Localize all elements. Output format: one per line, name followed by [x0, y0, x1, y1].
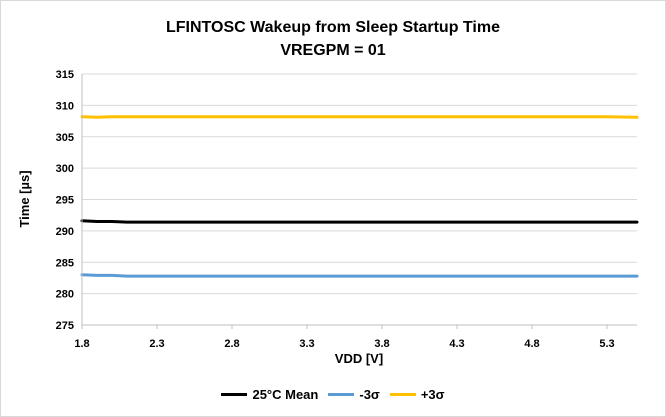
y-tick-label: 315	[56, 69, 74, 81]
x-tick-label: 4.3	[449, 338, 464, 350]
y-tick-label: 275	[56, 320, 74, 332]
legend-item-mean: 25°C Mean	[221, 387, 318, 402]
legend-swatch-minus3sigma	[328, 393, 355, 396]
series-line-0	[80, 219, 639, 224]
legend-item-minus3sigma: -3σ	[328, 387, 380, 402]
y-tick-label: 290	[56, 226, 74, 238]
x-tick-label: 1.8	[74, 338, 89, 350]
y-tick-label: 310	[56, 100, 74, 112]
y-axis-label: Time [µs]	[17, 170, 32, 227]
chart-title: LFINTOSC Wakeup from Sleep Startup Time	[166, 19, 500, 36]
y-tick-label: 280	[56, 289, 74, 301]
series-line-1	[80, 273, 639, 278]
x-tick-label: 3.3	[299, 338, 314, 350]
legend-swatch-mean	[221, 393, 248, 396]
legend-item-plus3sigma: +3σ	[389, 387, 445, 402]
legend-swatch-plus3sigma	[389, 393, 416, 396]
chart-subtitle: VREGPM = 01	[280, 42, 386, 59]
legend-label-plus3sigma: +3σ	[420, 387, 445, 402]
series-line-2	[80, 115, 639, 119]
plot-svg: 275 280 285 290 295 300 305 310 315 1.8 2.3 2.8 3.3 3…	[17, 69, 639, 366]
y-tick-label: 300	[56, 163, 74, 175]
x-tick-label: 3.8	[374, 338, 389, 350]
x-axis-label: VDD [V]	[335, 351, 383, 366]
legend-label-minus3sigma: -3σ	[359, 387, 380, 402]
x-tick-label: 2.8	[224, 338, 239, 350]
x-tick-label: 5.3	[599, 338, 614, 350]
legend: 25°C Mean -3σ +3σ	[1, 387, 665, 402]
y-tick-label: 285	[56, 257, 74, 269]
legend-label-mean: 25°C Mean	[252, 387, 319, 402]
x-tick-label: 4.8	[524, 338, 539, 350]
y-tick-label: 295	[56, 195, 74, 207]
x-tick-label: 2.3	[149, 338, 164, 350]
y-tick-label: 305	[56, 132, 74, 144]
